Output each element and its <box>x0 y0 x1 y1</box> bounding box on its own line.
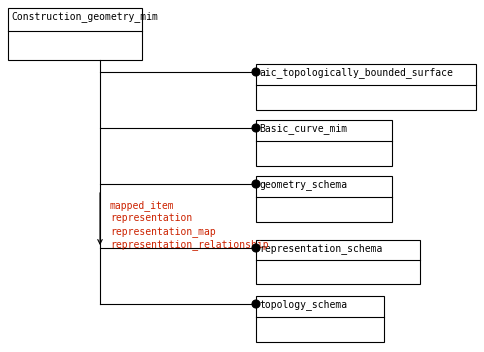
Text: geometry_schema: geometry_schema <box>259 179 347 190</box>
Circle shape <box>252 68 260 76</box>
Bar <box>256 296 384 342</box>
Text: Construction_geometry_mim: Construction_geometry_mim <box>11 11 158 22</box>
Circle shape <box>252 180 260 188</box>
Circle shape <box>252 300 260 308</box>
Text: Basic_curve_mim: Basic_curve_mim <box>259 123 347 134</box>
Text: aic_topologically_bounded_surface: aic_topologically_bounded_surface <box>259 67 453 78</box>
Circle shape <box>252 124 260 132</box>
Bar <box>8 8 142 60</box>
Text: representation_schema: representation_schema <box>259 243 382 254</box>
Bar <box>256 176 392 222</box>
Circle shape <box>252 244 260 252</box>
Text: representation_relationship: representation_relationship <box>110 239 269 250</box>
Text: representation_map: representation_map <box>110 226 216 237</box>
Text: topology_schema: topology_schema <box>259 299 347 310</box>
Bar <box>256 240 420 284</box>
Bar <box>256 120 392 166</box>
Text: representation: representation <box>110 213 192 223</box>
Text: mapped_item: mapped_item <box>110 200 175 211</box>
Bar <box>256 64 476 110</box>
